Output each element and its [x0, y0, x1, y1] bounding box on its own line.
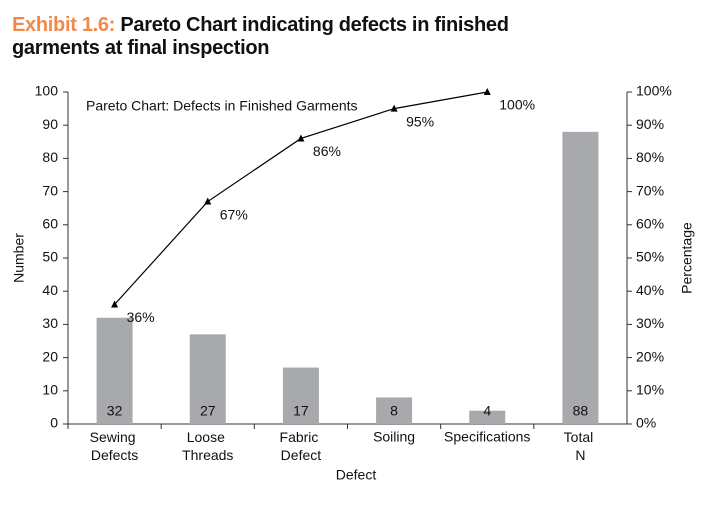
x-axis-label: Defect	[336, 467, 377, 483]
y2-tick-label: 10%	[636, 382, 664, 398]
line-label: 67%	[220, 206, 248, 222]
bar-label: 32	[107, 403, 123, 419]
y2-tick-label: 70%	[636, 182, 664, 198]
y2-axis-label: Percentage	[679, 222, 695, 294]
line-label: 95%	[406, 113, 434, 129]
x-tick-label: Total N	[564, 429, 597, 463]
bar	[376, 397, 413, 424]
y2-tick-label: 40%	[636, 282, 664, 298]
line-marker	[204, 197, 212, 205]
x-tick-label: Specifications	[444, 429, 530, 445]
y2-tick-label: 50%	[636, 249, 664, 265]
y2-tick-label: 60%	[636, 216, 664, 232]
chart-title: Pareto Chart indicating defects in finis…	[12, 14, 509, 59]
y-tick-label: 70	[42, 182, 58, 198]
bar-label: 17	[293, 403, 309, 419]
x-tick-label: Sewing Defects	[90, 429, 140, 463]
bar	[562, 131, 599, 424]
line-marker	[297, 134, 305, 142]
x-tick-label: Soiling	[373, 429, 415, 445]
y-tick-label: 100	[35, 83, 59, 99]
y-tick-label: 30	[42, 315, 58, 331]
y2-tick-label: 20%	[636, 348, 664, 364]
bar-label: 27	[200, 403, 216, 419]
bar-label: 8	[390, 403, 398, 419]
y2-tick-label: 80%	[636, 149, 664, 165]
bar	[469, 410, 506, 424]
y-tick-label: 0	[50, 415, 58, 431]
title-prefix: Exhibit 1.6:	[12, 14, 116, 36]
y2-tick-label: 30%	[636, 315, 664, 331]
y-tick-label: 90	[42, 116, 58, 132]
y2-tick-label: 0%	[636, 415, 656, 431]
y-tick-label: 10	[42, 382, 58, 398]
line-label: 86%	[313, 143, 341, 159]
y-axis-label: Number	[11, 233, 27, 283]
y-tick-label: 20	[42, 348, 58, 364]
x-tick-label: Fabric Defect	[280, 429, 323, 463]
line-label: 100%	[499, 97, 535, 113]
bar	[96, 317, 133, 424]
bar	[189, 334, 226, 424]
bar-label: 4	[483, 403, 491, 419]
bar	[282, 367, 319, 424]
y2-tick-label: 90%	[636, 116, 664, 132]
y-tick-label: 40	[42, 282, 58, 298]
y2-tick-label: 100%	[636, 83, 672, 99]
bar-label: 88	[573, 403, 589, 419]
y-tick-label: 80	[42, 149, 58, 165]
title: Exhibit 1.6: Pareto Chart indicating def…	[12, 14, 572, 60]
y-tick-label: 50	[42, 249, 58, 265]
line-marker	[111, 300, 119, 308]
x-tick-label: Loose Threads	[182, 429, 233, 463]
line-marker	[390, 104, 398, 112]
inner-title: Pareto Chart: Defects in Finished Garmen…	[86, 98, 358, 114]
line-label: 36%	[127, 309, 155, 325]
y-tick-label: 60	[42, 216, 58, 232]
line-marker	[483, 88, 491, 95]
